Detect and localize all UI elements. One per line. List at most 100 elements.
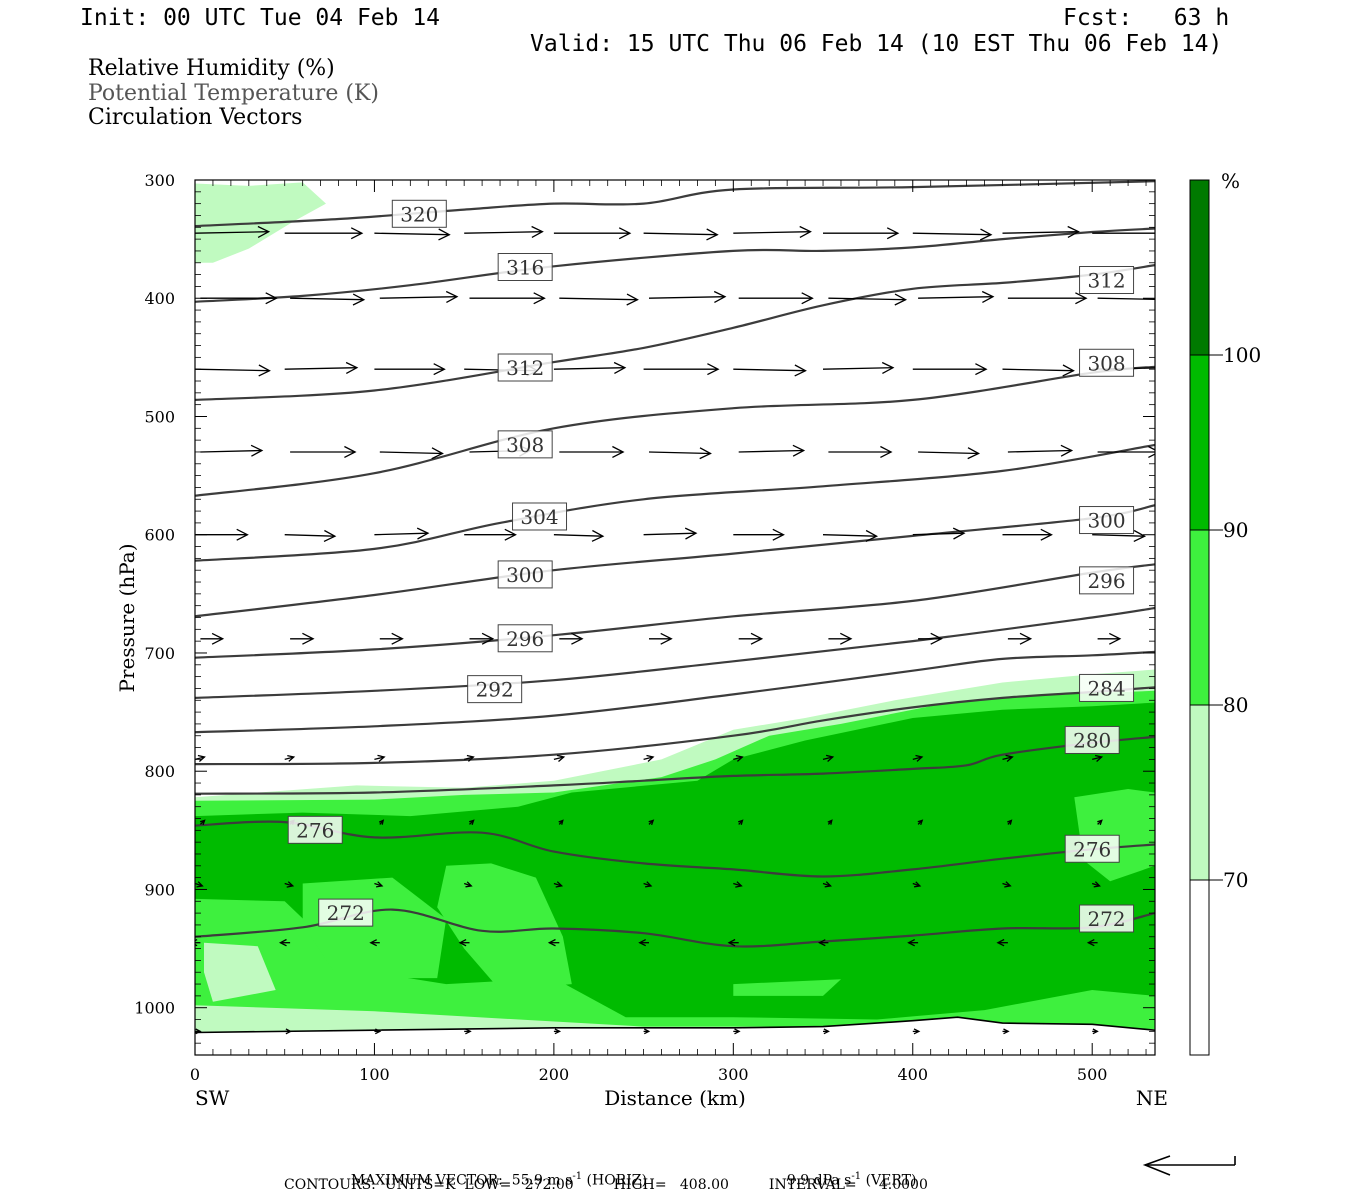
circulation-vector-head [445,290,459,303]
theta-label-box [497,624,553,653]
rh-region-80 [437,863,572,990]
circulation-vector-head [734,1028,741,1035]
circulation-vector-head [344,445,357,458]
axes: 0 100 200 300 400 500 300 400 500 600 700 800 900 100… [134,171,1155,1084]
y-axis-title: Pressure (hPa) [115,544,139,693]
circulation-vector-head [465,1028,472,1035]
circulation-vector-head [1092,1028,1099,1035]
circulation-vector-head [558,819,564,825]
circulation-vector-head [1156,363,1167,374]
circulation-vector-head [1148,445,1155,458]
circulation-vector-head [350,227,364,240]
colorbar-unit: % [1221,169,1240,193]
circulation-vector-head [531,225,544,238]
x-tick-label: 0 [190,1065,200,1084]
circulation-vector-head [907,939,915,947]
circulation-vector [379,296,458,299]
y-tick-label: 400 [144,289,175,308]
circulation-vector-head [433,363,446,376]
circulation-vector-head [285,1028,293,1035]
circulation-vector-head [914,881,922,888]
y-tick-label: 700 [144,644,175,663]
circulation-vector-head [1040,528,1053,541]
theta-line-272 [195,908,1155,948]
circulation-vector [553,756,564,761]
circulation-vector-head [660,632,673,645]
circulation-vector [643,232,718,236]
circulation-vector-head [825,754,835,762]
theta-label-272: 272 [1087,907,1125,931]
x-left-label: SW [195,1086,230,1110]
circulation-vector-head [571,632,584,645]
theta-label-292: 292 [476,678,514,702]
circulation-vector-head [556,754,566,762]
circulation-vector [200,449,262,453]
theta-line-300 [195,504,1155,618]
circulation-vector-head [265,292,278,305]
theta-label-276: 276 [296,818,334,842]
circulation-vector [918,296,994,299]
colorbar-label: 100 [1223,343,1261,367]
circulation-vector-head [737,819,744,825]
circulation-vector-head [707,363,720,376]
theta-label-320: 320 [400,202,438,226]
circulation-vector-head [881,361,895,374]
x-right-label: NE [1136,1086,1168,1110]
circulation-vector-head [458,939,467,947]
circulation-vector-head [323,529,337,542]
theta-line-308 [195,365,1155,497]
circulation-vector-head [378,819,385,825]
circulation-vector-head [278,938,287,947]
circulation-vector-head [465,881,473,888]
circulation-vector-head [211,632,225,645]
circulation-vector [379,451,443,455]
circulation-vector-head [1075,292,1088,305]
theta-label-box [318,898,374,927]
circulation-vector-head [1005,754,1014,762]
theta-label-296: 296 [506,627,544,651]
circulation-vector-head [952,527,966,540]
max-vector-label: MAXIMUM VECTOR: [350,1172,503,1189]
circulation-vector-head [250,444,264,457]
circulation-vector [464,756,474,761]
circulation-vector [1092,756,1102,761]
theta-line-296 [195,563,1155,659]
circulation-vector [738,449,804,453]
theta-label-box [497,560,553,589]
valid-time: Valid: 15 UTC Thu 06 Feb 14 (10 EST Thu … [530,31,1223,57]
circulation-vector-head [886,227,900,240]
x-tick-label: 500 [1077,1065,1108,1084]
circulation-vector-head [554,1028,562,1035]
circulation-vector [822,367,894,370]
colorbar-segment [1190,180,1209,355]
circulation-vector-head [1060,444,1074,457]
circulation-vector-head [287,754,296,762]
circulation-vector-head [481,632,495,645]
y-tick-label: 800 [144,762,175,781]
circulation-vector [733,756,743,761]
circulation-vector-head [1007,819,1013,825]
circulation-vector-head [1097,819,1103,826]
theta-label-box [1079,566,1135,595]
circulation-vector-head [750,632,764,645]
circulation-vector-head [930,632,943,645]
circulation-vector [284,534,335,537]
legend-theta: Potential Temperature (K) [88,81,379,106]
theta-label-272: 272 [327,901,365,925]
circulation-vector-head [799,225,812,238]
circulation-vector [643,532,697,536]
max-vector-info: MAXIMUM VECTOR: 55.9 m s-1 (HORIZ) [342,1158,647,1188]
circulation-vector-head [466,754,475,762]
circulation-vector-head [1133,529,1147,542]
circulation-vector [1002,231,1079,234]
circulation-vector-head [727,938,736,947]
circulation-vector-head [1019,632,1033,645]
theta-label-296: 296 [1087,569,1125,593]
circulation-vector-head [823,1028,830,1035]
rh-region-70 [204,942,276,1002]
legend-rh: Relative Humidity (%) [88,56,335,81]
max-vert-exp: -1 [851,1171,862,1182]
theta-label-300: 300 [506,563,544,587]
circulation-vector-head [375,881,384,888]
